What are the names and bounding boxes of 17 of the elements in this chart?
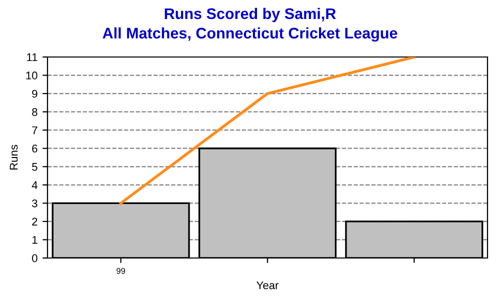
y-tick-label: 10 [26, 72, 38, 80]
y-tick-label: 4 [32, 181, 38, 189]
y-tick-label: 1 [32, 236, 38, 244]
y-tick-label: 11 [27, 53, 38, 62]
y-tick-label: 7 [32, 126, 38, 134]
y-tick-label: 8 [32, 108, 38, 116]
y-tick-label: 2 [32, 218, 38, 226]
y-axis-title: Runs [10, 144, 18, 170]
y-tick-label: 6 [32, 144, 38, 152]
y-tick-label: 3 [32, 199, 38, 208]
y-tick-label: 0 [32, 254, 38, 262]
y-tick-label: 5 [32, 163, 38, 171]
chart-subtitle: All Matches, Connecticut Cricket League [102, 27, 398, 42]
x-tick-label: 99 [116, 268, 126, 274]
y-tick-label: 9 [32, 90, 38, 98]
x-axis-title: Year [256, 281, 279, 290]
chart-title: Runs Scored by Sami,R [164, 8, 336, 22]
